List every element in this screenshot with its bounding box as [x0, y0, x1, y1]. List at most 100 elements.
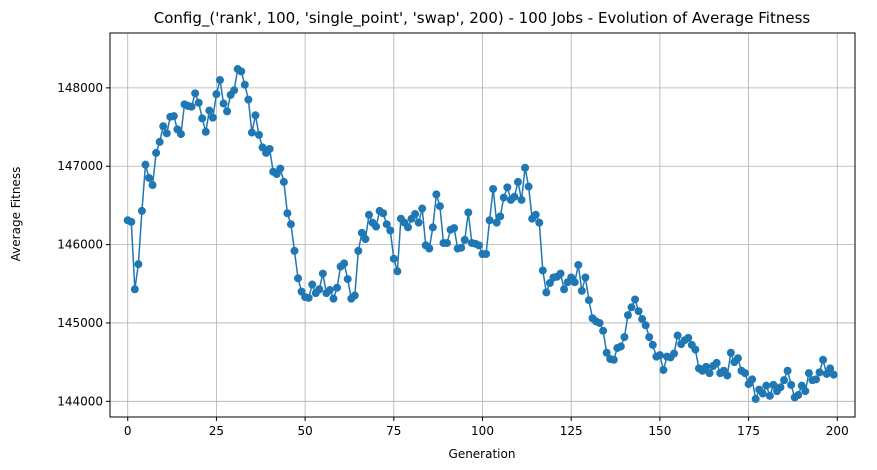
data-point: [428, 223, 437, 232]
data-point: [787, 380, 796, 389]
chart-title: Config_('rank', 100, 'single_point', 'sw…: [154, 9, 811, 28]
data-point: [535, 218, 544, 227]
data-line: [127, 67, 835, 402]
data-point: [474, 241, 483, 250]
data-point: [574, 260, 583, 269]
data-point: [691, 345, 700, 354]
data-point: [404, 223, 412, 232]
x-tick-label: 50: [297, 424, 312, 438]
x-tick-label: 200: [826, 424, 849, 438]
data-point: [829, 370, 838, 379]
x-tick-label: 100: [471, 424, 494, 438]
data-point: [485, 216, 494, 225]
data-point: [162, 129, 171, 138]
data-point: [450, 224, 459, 233]
data-point: [581, 273, 590, 282]
data-point: [609, 355, 618, 364]
data-point: [145, 173, 154, 182]
data-point: [748, 375, 757, 384]
data-point: [155, 137, 164, 146]
data-point: [304, 293, 313, 302]
data-point: [251, 111, 260, 120]
data-point: [130, 285, 139, 294]
data-point: [623, 311, 632, 320]
data-point: [230, 86, 239, 95]
data-point: [517, 195, 526, 204]
data-point: [187, 102, 196, 111]
data-point: [723, 371, 732, 380]
data-point: [620, 333, 629, 342]
plot-frame: [109, 32, 856, 418]
data-point: [279, 177, 288, 186]
data-point: [201, 127, 210, 136]
data-point: [492, 218, 501, 227]
data-point: [684, 333, 693, 342]
data-point: [159, 122, 168, 131]
data-point: [496, 212, 505, 221]
data-point: [329, 294, 338, 303]
data-point: [538, 266, 547, 275]
y-tick-label: 146000: [57, 238, 103, 252]
y-tick-label: 148000: [57, 81, 103, 95]
data-point: [489, 184, 498, 193]
x-tick-label: 75: [386, 424, 401, 438]
data-point: [705, 369, 714, 378]
data-point: [350, 291, 359, 300]
data-point: [414, 218, 423, 227]
data-point: [389, 254, 398, 263]
data-point: [780, 376, 789, 385]
data-point: [223, 107, 232, 116]
x-axis-label: Generation: [449, 447, 516, 461]
data-point: [638, 315, 647, 324]
data-point: [819, 355, 828, 364]
data-point: [240, 80, 249, 89]
data-point: [464, 208, 473, 217]
data-point: [648, 340, 657, 349]
data-point: [308, 280, 317, 289]
y-axis-label: Average Fitness: [9, 167, 23, 262]
data-point: [176, 130, 185, 139]
data-point: [503, 183, 512, 192]
data-point: [411, 210, 420, 219]
data-point: [521, 163, 530, 172]
data-point: [758, 389, 767, 398]
data-point: [134, 260, 143, 269]
data-point: [726, 348, 735, 357]
data-point: [762, 381, 771, 390]
data-point: [712, 358, 721, 367]
data-point: [364, 210, 373, 219]
data-point: [776, 383, 785, 392]
data-point: [127, 217, 136, 226]
data-point: [208, 113, 217, 122]
x-tick-label: 150: [648, 424, 671, 438]
data-point: [215, 76, 224, 85]
x-tick-label: 0: [124, 424, 132, 438]
data-point: [641, 321, 650, 330]
data-point: [435, 202, 444, 211]
data-point: [152, 148, 161, 157]
data-point: [542, 288, 551, 297]
data-point: [811, 375, 820, 384]
data-point: [255, 130, 263, 139]
data-point: [357, 228, 366, 237]
data-point: [602, 348, 611, 357]
data-point: [340, 259, 349, 268]
data-point: [513, 177, 522, 186]
data-point: [634, 307, 643, 316]
x-tick-label: 175: [737, 424, 760, 438]
data-point: [212, 90, 221, 99]
data-point: [765, 391, 774, 400]
data-point: [702, 362, 710, 371]
data-point: [577, 286, 586, 295]
data-point: [315, 285, 324, 294]
data-point: [801, 387, 810, 396]
data-point: [276, 164, 285, 173]
data-point: [290, 246, 299, 255]
data-point: [804, 369, 813, 378]
data-point: [655, 351, 664, 360]
data-point: [247, 128, 256, 137]
data-point: [531, 210, 540, 219]
data-point: [794, 391, 803, 400]
data-point: [584, 296, 593, 305]
